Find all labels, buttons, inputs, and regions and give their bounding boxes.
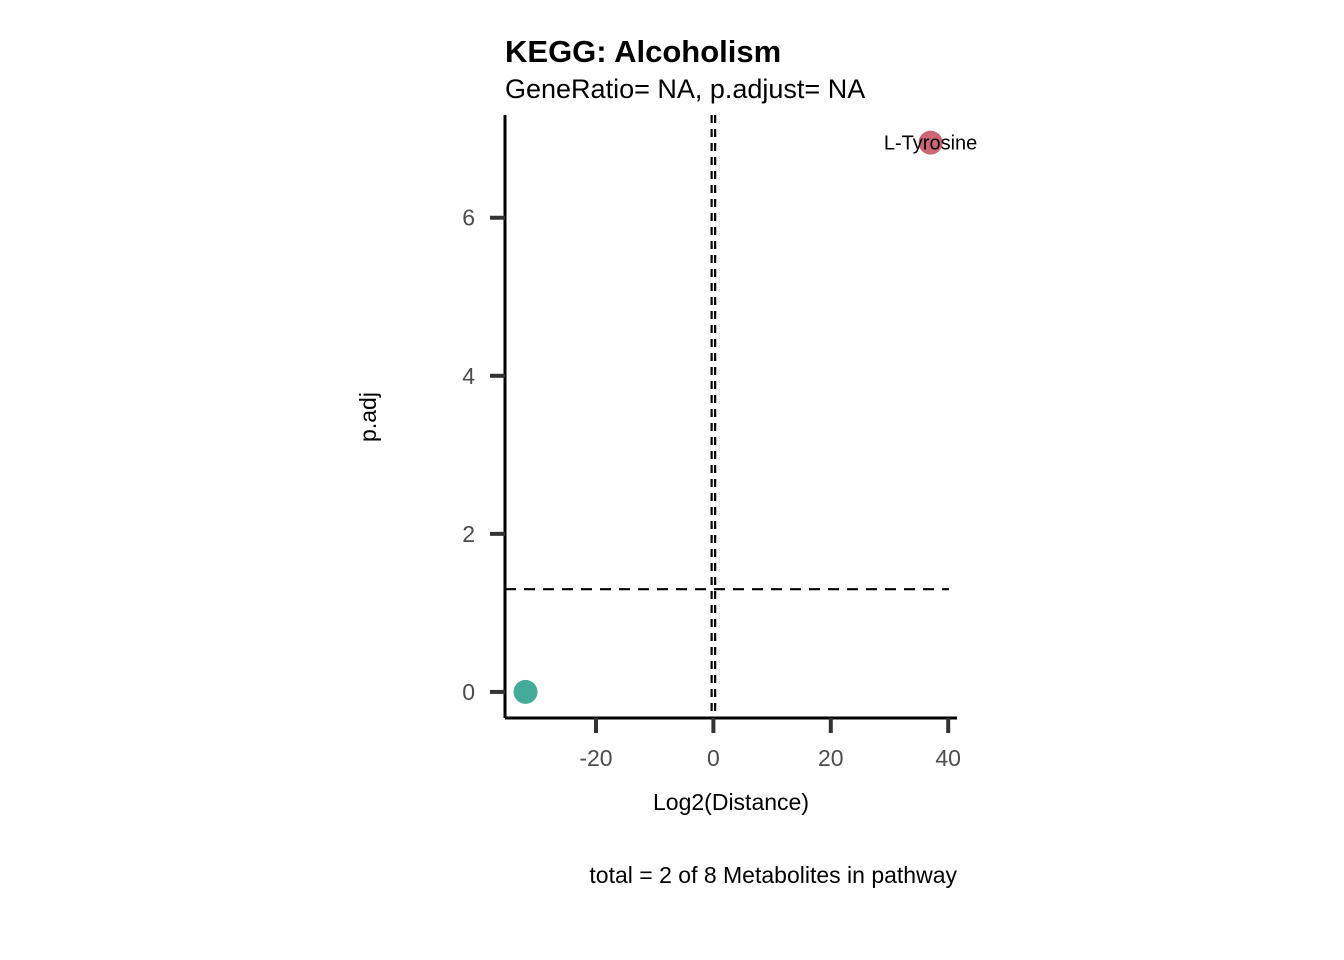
data-point: [513, 679, 538, 704]
chart-caption: total = 2 of 8 Metabolites in pathway: [589, 862, 957, 888]
point-label: L-Tyrosine: [884, 133, 977, 155]
y-tick-label: 0: [462, 679, 475, 705]
axes: 0 2 4 6 -20 0 20 40: [462, 115, 961, 771]
data-point: [918, 130, 943, 155]
x-axis-title: Log2(Distance): [653, 789, 809, 815]
reference-lines: [505, 115, 949, 718]
x-tick-label: -20: [579, 745, 612, 771]
y-tick-label: 6: [462, 205, 475, 231]
y-tick-label: 2: [462, 521, 475, 547]
y-axis-title: p.adj: [355, 392, 381, 442]
y-tick-label: 4: [462, 363, 475, 389]
chart-title: KEGG: Alcoholism: [505, 34, 781, 69]
x-tick-label: 20: [818, 745, 844, 771]
chart-subtitle: GeneRatio= NA, p.adjust= NA: [505, 74, 865, 104]
x-tick-label: 0: [707, 745, 720, 771]
x-tick-label: 40: [935, 745, 961, 771]
data-points: L-Tyrosine: [513, 130, 977, 704]
